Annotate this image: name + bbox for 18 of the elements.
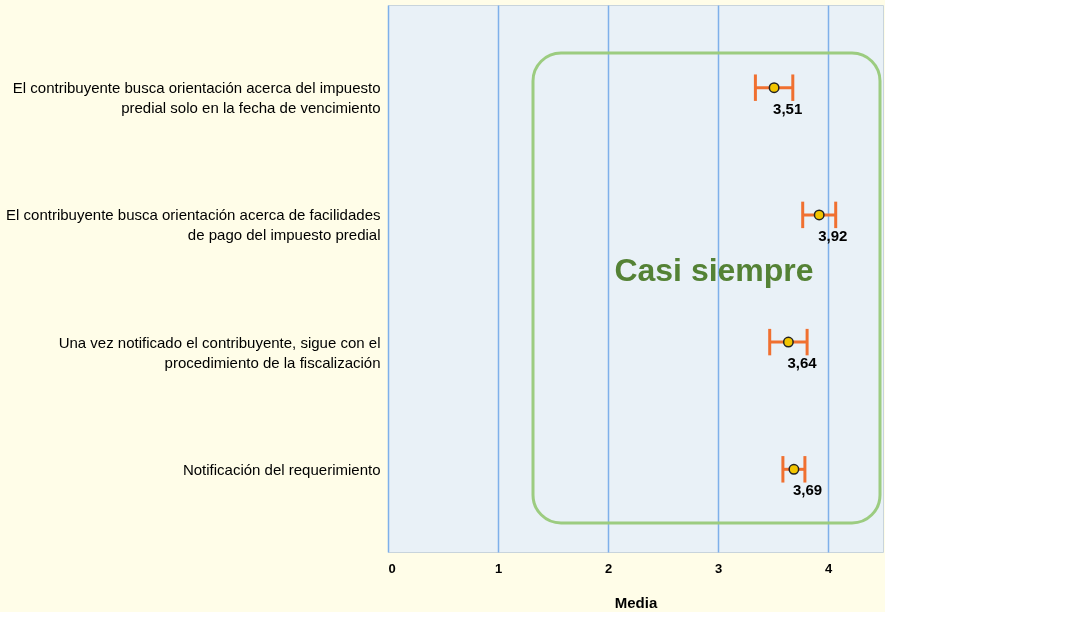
point <box>782 336 794 348</box>
x-tick-label: 4 <box>824 560 833 576</box>
y-tick-label: Notificación del requerimiento <box>182 460 381 478</box>
y-tick-label: El contribuyente busca orientación acerca de facilidades de pago del impuesto predial <box>6 206 381 244</box>
x-tick-label: 0 <box>388 560 396 576</box>
y-tick-label: El contribuyente busca orientación acerca del impuesto predial solo en la fecha de vencimiento <box>12 79 381 117</box>
x-tick-label: 3 <box>714 560 723 576</box>
data-label: 3,64 <box>787 354 818 372</box>
point <box>813 209 825 221</box>
data-label: 3,51 <box>773 99 803 117</box>
y-tick-label: Una vez notificado el contribuyente, sigue con el procedimiento de la fiscalización <box>58 333 381 371</box>
data-label: 3,69 <box>792 481 823 499</box>
x-tick-label: 2 <box>604 560 613 576</box>
x-tick-label: 1 <box>494 560 503 576</box>
data-label: 3,92 <box>818 226 848 244</box>
x-axis-title: Media <box>614 593 658 611</box>
point <box>768 82 780 94</box>
point <box>788 463 800 475</box>
